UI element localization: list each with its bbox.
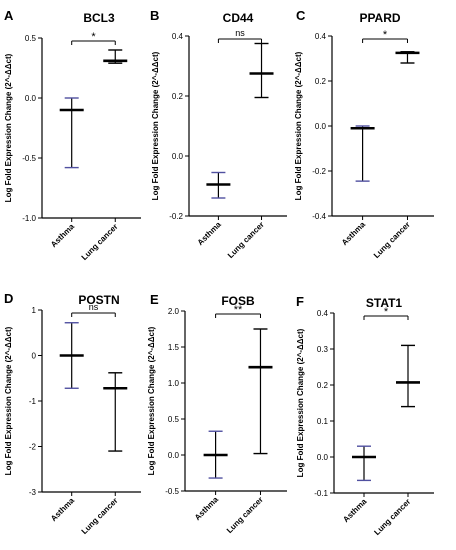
x-category-label: Lung cancer — [372, 220, 412, 260]
x-category-label: Asthma — [49, 496, 76, 523]
y-tick-label: 1.0 — [168, 379, 180, 388]
y-tick-label: 0.4 — [172, 32, 184, 41]
y-tick-label: 0 — [32, 352, 37, 361]
y-tick-label: 1 — [32, 306, 37, 315]
y-tick-label: -0.2 — [312, 167, 326, 176]
panel-letter: E — [150, 292, 159, 307]
gene-title: PPARD — [359, 11, 400, 25]
panel-e: E FOSB -0.5 0.0 0.5 1.0 1.5 2.0 Log Fold Express… — [147, 292, 287, 535]
y-tick-label: 0.2 — [315, 77, 327, 86]
x-category-label: Lung cancer — [372, 497, 412, 537]
y-tick-label: -1 — [29, 397, 37, 406]
significance-label: * — [91, 31, 96, 43]
y-axis-label: Log Fold Expression Change (2^-ΔΔct) — [296, 328, 305, 477]
panel-f: F STAT1 -0.1 0.0 0.1 0.2 0.3 0.4 Log Fold Expres… — [296, 294, 434, 537]
y-tick-label: -1.0 — [22, 214, 36, 223]
x-category-label: Lung cancer — [80, 222, 120, 262]
y-tick-label: 0.0 — [172, 152, 184, 161]
x-category-label: Lung cancer — [225, 495, 265, 535]
x-category-label: Asthma — [49, 222, 76, 249]
y-tick-label: 0.4 — [317, 309, 329, 318]
panel-letter: D — [4, 291, 13, 306]
gene-title: POSTN — [78, 293, 119, 307]
y-tick-label: 0.5 — [25, 34, 37, 43]
gene-title: BCL3 — [83, 11, 115, 25]
y-tick-label: 2.0 — [168, 307, 180, 316]
significance-label: ** — [234, 304, 243, 316]
y-tick-label: -0.2 — [169, 212, 183, 221]
y-tick-label: 0.2 — [317, 381, 329, 390]
significance-label: ns — [89, 302, 99, 312]
x-category-label: Asthma — [193, 495, 220, 522]
gene-title: STAT1 — [366, 296, 403, 310]
x-category-label: Lung cancer — [226, 220, 266, 260]
gene-title: CD44 — [223, 11, 254, 25]
significance-label: * — [383, 29, 388, 41]
y-axis-label: Log Fold Expression Change (2^-ΔΔct) — [147, 326, 156, 475]
y-tick-label: -0.4 — [312, 212, 326, 221]
y-tick-label: 0.4 — [315, 32, 327, 41]
panel-letter: C — [296, 8, 306, 23]
y-axis-label: Log Fold Expression Change (2^-ΔΔct) — [4, 53, 13, 202]
y-tick-label: -0.5 — [165, 487, 179, 496]
y-tick-label: -2 — [29, 443, 37, 452]
y-tick-label: -0.1 — [314, 489, 328, 498]
x-category-label: Asthma — [340, 220, 367, 247]
significance-label: * — [384, 306, 389, 318]
y-axis-label: Log Fold Expression Change (2^-ΔΔct) — [294, 51, 303, 200]
panel-a: A BCL3 -1.0 -0.5 0.0 0.5 Log Fold Expression C… — [4, 8, 141, 262]
panel-d: D POSTN -3 -2 -1 0 1 Log Fold Expression Change… — [4, 291, 141, 536]
y-axis-label: Log Fold Expression Change (2^-ΔΔct) — [4, 326, 13, 475]
panel-c: C PPARD -0.4 -0.2 0.0 0.2 0.4 Log Fold Expressi… — [294, 8, 434, 260]
y-tick-label: 0.0 — [315, 122, 327, 131]
y-tick-label: 0.1 — [317, 417, 329, 426]
y-axis-label: Log Fold Expression Change (2^-ΔΔct) — [151, 51, 160, 200]
y-tick-label: 1.5 — [168, 343, 180, 352]
y-tick-label: 0.0 — [168, 451, 180, 460]
y-tick-label: 0.0 — [25, 94, 37, 103]
y-tick-label: 0.2 — [172, 92, 184, 101]
panel-letter: B — [150, 8, 159, 23]
x-category-label: Asthma — [341, 497, 368, 524]
y-tick-label: 0.5 — [168, 415, 180, 424]
x-category-label: Asthma — [196, 220, 223, 247]
panel-letter: A — [4, 8, 14, 23]
panel-letter: F — [296, 294, 304, 309]
gene-title: FOSB — [221, 294, 255, 308]
y-tick-label: 0.3 — [317, 345, 329, 354]
y-tick-label: -3 — [29, 488, 37, 497]
significance-label: ns — [235, 28, 245, 38]
y-tick-label: -0.5 — [22, 154, 36, 163]
y-tick-label: 0.0 — [317, 453, 329, 462]
x-category-label: Lung cancer — [80, 496, 120, 536]
panel-b: B CD44 -0.2 0.0 0.2 0.4 Log Fold Expression Ch… — [150, 8, 287, 260]
